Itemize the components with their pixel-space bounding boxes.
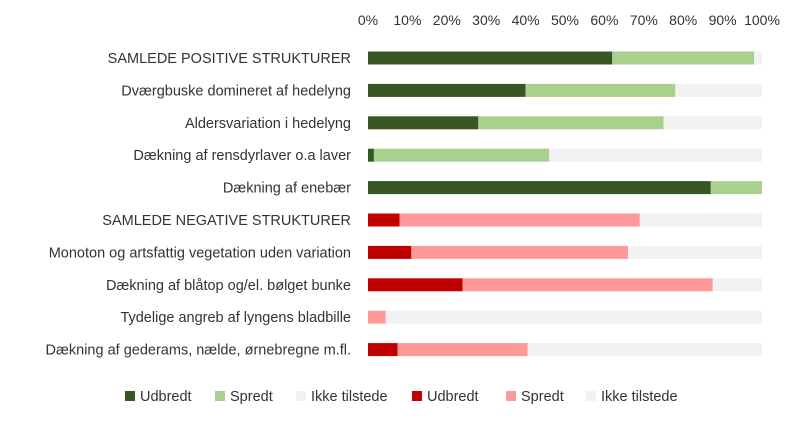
category-label: Aldersvariation i hedelyng xyxy=(185,116,351,132)
bar-segment xyxy=(368,83,526,97)
x-tick-label: 70% xyxy=(630,12,658,28)
legend-label: Ikke tilstede xyxy=(601,389,678,405)
x-tick-label: 50% xyxy=(551,12,579,28)
x-tick-label: 100% xyxy=(744,12,780,28)
category-labels: SAMLEDE POSITIVE STRUKTURER Dværgbuske do… xyxy=(46,51,352,359)
legend-swatch xyxy=(586,391,596,401)
legend-label: Udbredt xyxy=(140,389,192,405)
bar-segment xyxy=(368,343,398,357)
bar-segment xyxy=(368,148,374,162)
bar-segment xyxy=(549,148,762,162)
bar-segment xyxy=(612,51,755,65)
category-label: Dækning af enebær xyxy=(223,181,351,197)
bar-segment xyxy=(385,310,762,324)
x-tick-label: 80% xyxy=(669,12,697,28)
bar-segment xyxy=(397,343,528,357)
bar-segment xyxy=(368,181,711,195)
bar-segment xyxy=(368,245,412,259)
category-label: Dækning af gederams, nælde, ørnebregne m… xyxy=(46,343,351,359)
x-tick-label: 40% xyxy=(512,12,540,28)
bar-segment xyxy=(754,51,762,65)
bar-segment xyxy=(368,51,613,65)
category-label: Dækning af blåtop og/el. bølget bunke xyxy=(106,278,351,294)
bar-segment xyxy=(411,245,629,259)
category-label: SAMLEDE POSITIVE STRUKTURER xyxy=(108,51,351,67)
category-label: Tydelige angreb af lyngens bladbille xyxy=(120,310,351,326)
x-tick-label: 10% xyxy=(393,12,421,28)
legend-label: Ikke tilstede xyxy=(311,389,388,405)
legend-label: Spredt xyxy=(230,389,273,405)
legend-swatch xyxy=(506,391,516,401)
bar-segment xyxy=(399,213,640,227)
x-tick-label: 0% xyxy=(358,12,378,28)
x-tick-label: 60% xyxy=(590,12,618,28)
category-label: Dværgbuske domineret af hedelyng xyxy=(121,83,351,99)
legend-swatch xyxy=(215,391,225,401)
bar-segment xyxy=(478,116,664,130)
legend-label: Spredt xyxy=(521,389,564,405)
category-label: Monoton og artsfattig vegetation uden va… xyxy=(49,245,351,261)
x-tick-label: 90% xyxy=(709,12,737,28)
bars xyxy=(368,51,762,357)
bar-segment xyxy=(373,148,550,162)
legend-label: Udbredt xyxy=(427,389,479,405)
bar-segment xyxy=(712,278,762,292)
bar-segment xyxy=(462,278,713,292)
bar-segment xyxy=(368,278,463,292)
bar-segment xyxy=(628,245,762,259)
bar-segment xyxy=(368,213,400,227)
legend-swatch xyxy=(412,391,422,401)
bar-segment xyxy=(675,83,762,97)
legend-swatch xyxy=(125,391,135,401)
legend-swatch xyxy=(296,391,306,401)
bar-segment xyxy=(368,116,479,130)
legend: Udbredt Spredt Ikke tilstede Udbredt Spredt I… xyxy=(125,389,678,405)
bar-segment xyxy=(663,116,762,130)
x-tick-label: 30% xyxy=(472,12,500,28)
category-label: Dækning af rensdyrlaver o.a laver xyxy=(133,148,351,164)
bar-segment xyxy=(525,83,676,97)
bar-segment xyxy=(639,213,762,227)
x-axis-ticks: 0% 10% 20% 30% 40% 50% 60% 70% 80% 90% 100% xyxy=(358,12,780,28)
bar-segment xyxy=(368,310,386,324)
category-label: SAMLEDE NEGATIVE STRUKTURER xyxy=(102,213,351,229)
bar-segment xyxy=(527,343,762,357)
bar-segment xyxy=(710,181,762,195)
x-tick-label: 20% xyxy=(433,12,461,28)
